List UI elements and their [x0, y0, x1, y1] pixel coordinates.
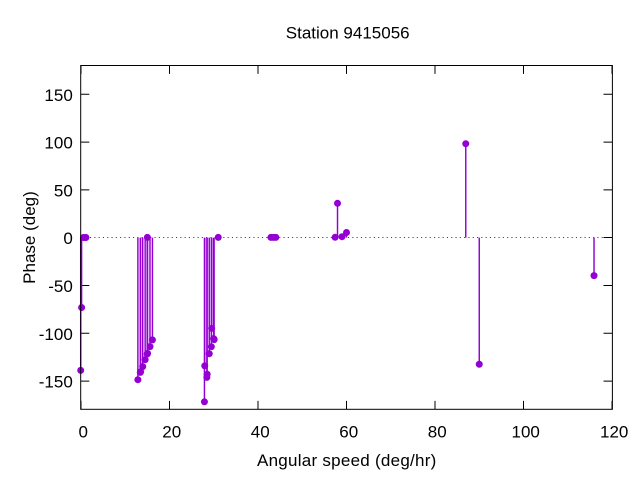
svg-text:40: 40	[251, 423, 270, 442]
svg-text:-100: -100	[39, 325, 73, 344]
svg-text:50: 50	[54, 181, 73, 200]
svg-text:Station 9415056: Station 9415056	[286, 24, 410, 43]
svg-text:0: 0	[63, 229, 72, 248]
svg-text:0: 0	[78, 423, 87, 442]
svg-text:Angular speed (deg/hr): Angular speed (deg/hr)	[257, 451, 437, 470]
svg-text:120: 120	[600, 423, 628, 442]
svg-text:150: 150	[44, 86, 72, 105]
svg-text:60: 60	[339, 423, 358, 442]
svg-text:80: 80	[428, 423, 447, 442]
svg-text:100: 100	[44, 134, 72, 153]
svg-text:Phase (deg): Phase (deg)	[20, 191, 39, 284]
svg-text:20: 20	[162, 423, 181, 442]
svg-text:-50: -50	[48, 277, 73, 296]
svg-text:100: 100	[512, 423, 540, 442]
svg-text:-150: -150	[39, 373, 73, 392]
